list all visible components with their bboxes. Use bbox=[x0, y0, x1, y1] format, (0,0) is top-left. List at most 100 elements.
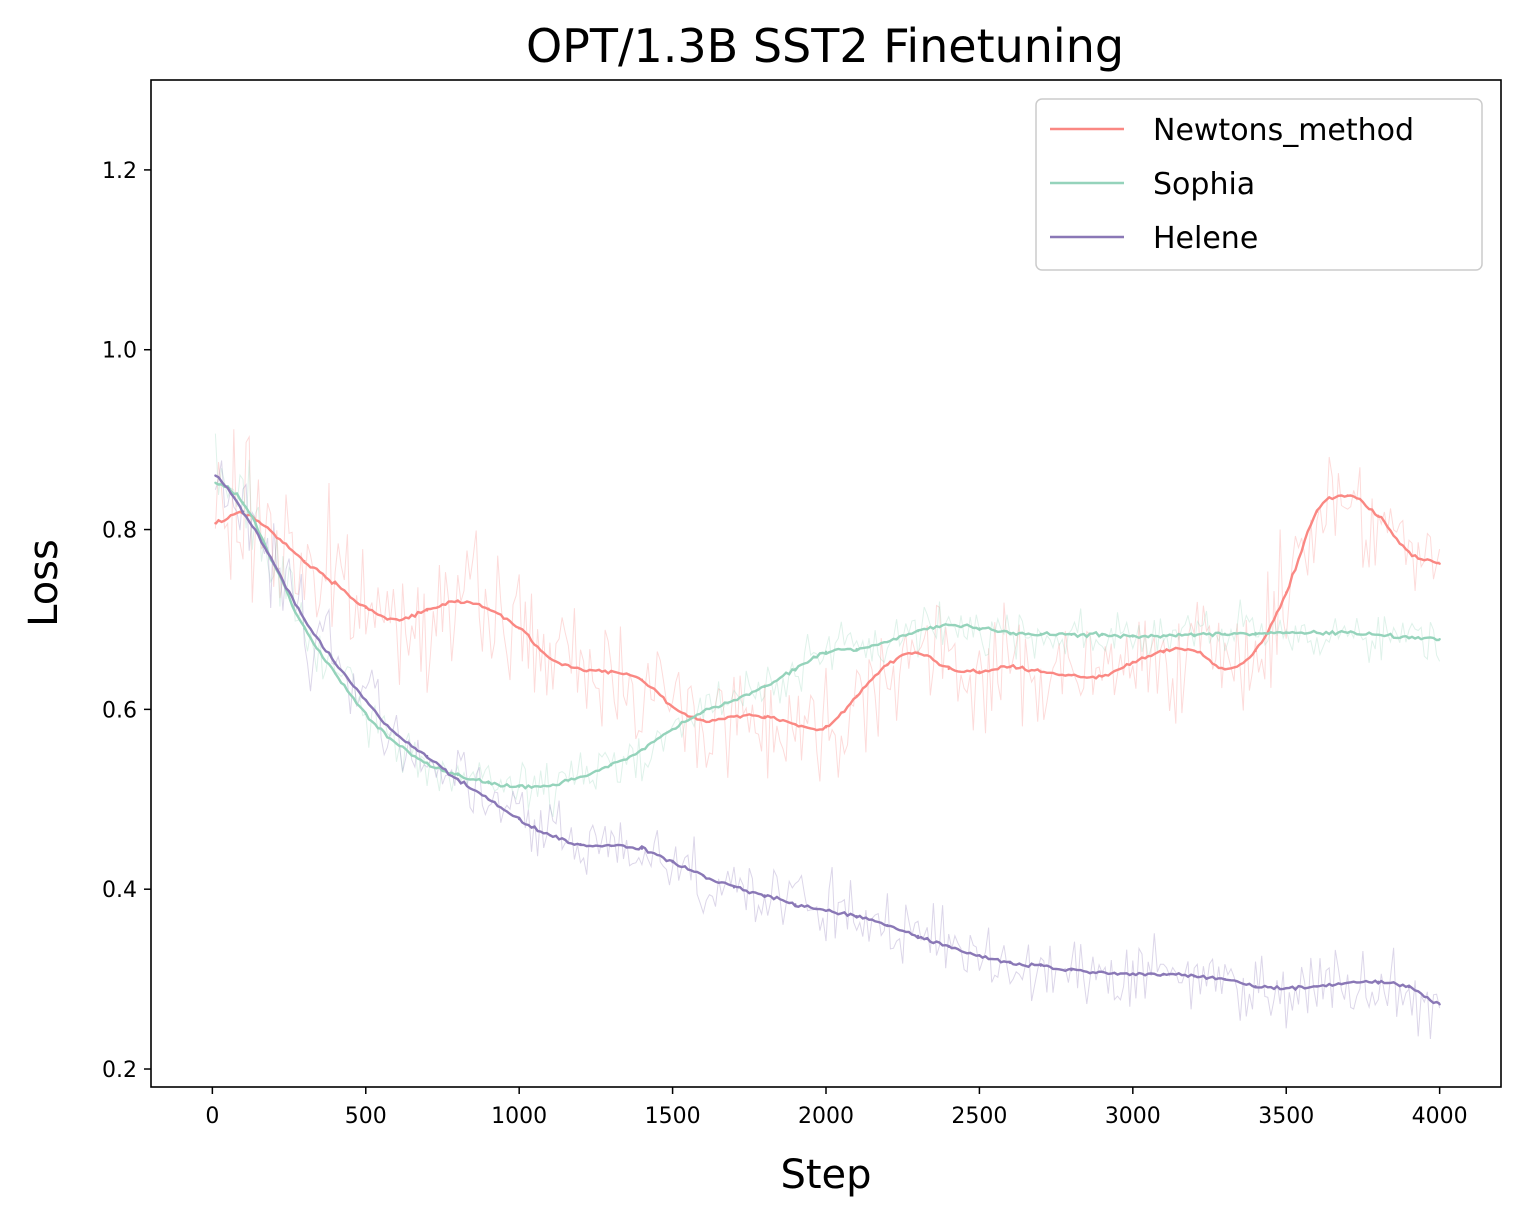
data-point-helene bbox=[517, 817, 521, 821]
data-point-sophia bbox=[640, 748, 644, 752]
data-point-newtons_method bbox=[1223, 667, 1227, 671]
data-point-helene bbox=[456, 778, 460, 781]
data-point-sophia bbox=[548, 784, 552, 787]
data-point-sophia bbox=[1008, 631, 1012, 635]
x-tick-label: 500 bbox=[345, 1104, 387, 1129]
data-point-sophia bbox=[333, 672, 337, 675]
data-point-newtons_method bbox=[886, 663, 889, 666]
data-point-newtons_method bbox=[364, 606, 367, 609]
data-point-sophia bbox=[214, 481, 217, 484]
data-point-helene bbox=[1162, 973, 1165, 976]
x-axis-label: Step bbox=[780, 1152, 871, 1198]
x-tick-label: 0 bbox=[205, 1104, 219, 1129]
data-point-helene bbox=[855, 914, 858, 918]
data-point-newtons_method bbox=[333, 582, 337, 585]
data-point-sophia bbox=[1377, 633, 1380, 636]
data-point-helene bbox=[1346, 981, 1349, 984]
data-point-sophia bbox=[1438, 638, 1441, 641]
data-point-sophia bbox=[364, 712, 367, 716]
series-raw-line-helene bbox=[214, 460, 1441, 1040]
data-point-helene bbox=[1223, 977, 1227, 981]
legend: Newtons_method Sophia Helene bbox=[1035, 98, 1483, 271]
data-point-helene bbox=[824, 909, 828, 912]
data-point-helene bbox=[1131, 972, 1135, 975]
data-point-newtons_method bbox=[1070, 674, 1073, 677]
y-tick-label: 0.6 bbox=[102, 698, 137, 723]
chart-title: OPT/1.3B SST2 Finetuning bbox=[526, 19, 1124, 73]
data-point-helene bbox=[1315, 985, 1319, 988]
data-point-helene bbox=[1100, 970, 1104, 974]
data-point-helene bbox=[1438, 1003, 1441, 1006]
data-point-newtons_method bbox=[610, 670, 613, 673]
y-tick-label: 1.0 bbox=[102, 339, 137, 364]
data-point-helene bbox=[1192, 975, 1196, 978]
data-point-helene bbox=[978, 954, 981, 957]
data-point-helene bbox=[1377, 980, 1380, 984]
x-tick-label: 1000 bbox=[491, 1104, 547, 1129]
data-point-sophia bbox=[794, 667, 797, 671]
data-point-helene bbox=[425, 754, 429, 758]
data-point-newtons_method bbox=[978, 670, 981, 673]
y-axis: 0.2 0.4 0.6 0.8 1.0 1.2 bbox=[102, 159, 151, 1083]
legend-box bbox=[1035, 98, 1483, 271]
data-point-newtons_method bbox=[855, 694, 858, 698]
data-point-newtons_method bbox=[1131, 661, 1135, 664]
data-point-helene bbox=[916, 934, 920, 938]
data-point-sophia bbox=[732, 699, 736, 702]
data-point-newtons_method bbox=[579, 667, 582, 671]
data-point-helene bbox=[272, 562, 275, 565]
data-point-sophia bbox=[456, 773, 460, 777]
series-line-sophia bbox=[214, 481, 1440, 790]
data-point-sophia bbox=[1285, 631, 1288, 635]
data-point-helene bbox=[1070, 968, 1073, 972]
data-point-helene bbox=[702, 874, 705, 877]
x-tick-label: 4000 bbox=[1412, 1104, 1468, 1129]
legend-label-newtons_method: Newtons_method bbox=[1153, 113, 1414, 148]
data-point-sophia bbox=[579, 775, 582, 779]
data-point-newtons_method bbox=[425, 609, 429, 612]
legend-label-sophia: Sophia bbox=[1153, 167, 1255, 202]
data-point-helene bbox=[548, 834, 552, 837]
data-point-helene bbox=[1254, 985, 1257, 988]
y-axis-label: Loss bbox=[21, 539, 67, 627]
data-point-helene bbox=[763, 894, 766, 897]
data-point-newtons_method bbox=[1315, 510, 1319, 513]
x-axis: 0 500 1000 1500 2000 2500 3000 3500 4000 bbox=[205, 1087, 1468, 1129]
data-point-newtons_method bbox=[1162, 649, 1165, 653]
data-point-sophia bbox=[610, 763, 613, 767]
data-point-helene bbox=[1407, 985, 1411, 989]
data-point-helene bbox=[886, 923, 889, 927]
data-point-sophia bbox=[1192, 633, 1196, 636]
data-point-sophia bbox=[1315, 631, 1319, 635]
data-point-newtons_method bbox=[303, 559, 306, 563]
series-line-newtons_method bbox=[214, 494, 1440, 732]
data-point-newtons_method bbox=[395, 618, 398, 621]
data-point-sophia bbox=[1039, 632, 1042, 636]
data-point-helene bbox=[1008, 961, 1012, 965]
data-point-sophia bbox=[886, 640, 889, 644]
data-point-helene bbox=[579, 843, 582, 846]
data-point-newtons_method bbox=[702, 718, 705, 722]
data-point-helene bbox=[947, 945, 950, 948]
data-point-helene bbox=[732, 886, 736, 889]
data-point-newtons_method bbox=[732, 715, 736, 718]
data-point-sophia bbox=[517, 785, 521, 788]
data-point-helene bbox=[794, 903, 797, 906]
data-point-newtons_method bbox=[1100, 674, 1104, 678]
x-tick-label: 3500 bbox=[1258, 1104, 1314, 1129]
data-point-helene bbox=[1285, 986, 1288, 990]
data-point-sophia bbox=[1100, 633, 1104, 636]
data-point-sophia bbox=[671, 727, 674, 731]
data-point-sophia bbox=[978, 627, 981, 630]
data-point-sophia bbox=[1131, 635, 1135, 638]
data-point-sophia bbox=[1407, 636, 1411, 639]
data-point-sophia bbox=[947, 623, 950, 627]
y-tick-label: 0.4 bbox=[102, 878, 137, 903]
data-point-newtons_method bbox=[1285, 591, 1288, 594]
data-point-helene bbox=[671, 861, 674, 864]
data-point-sophia bbox=[1162, 634, 1165, 637]
data-point-sophia bbox=[1254, 631, 1257, 635]
data-point-newtons_method bbox=[1254, 649, 1257, 653]
x-tick-label: 2500 bbox=[951, 1104, 1007, 1129]
data-point-newtons_method bbox=[763, 715, 766, 718]
